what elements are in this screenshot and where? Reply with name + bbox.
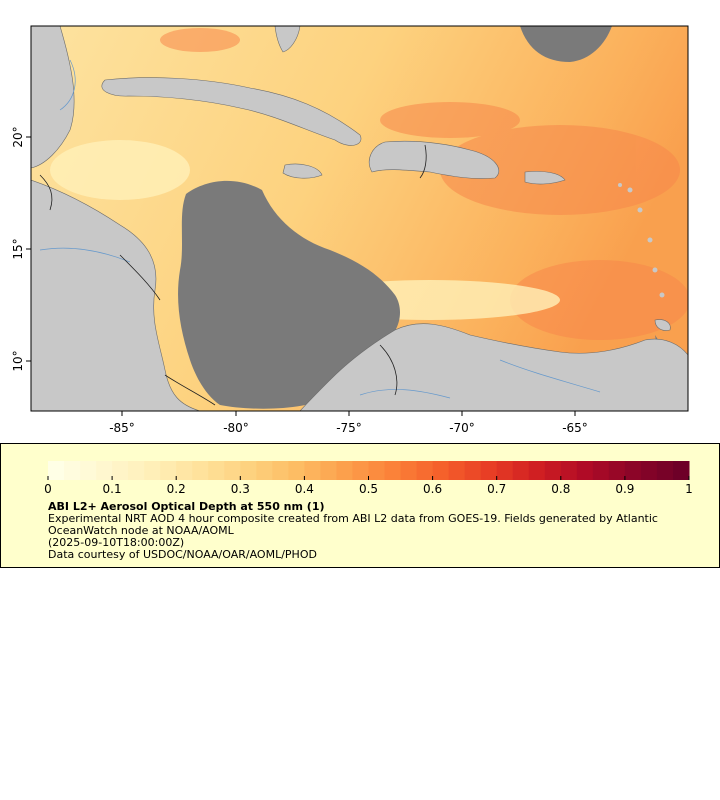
colorbar-tick-label: 0.5 [359, 482, 378, 496]
cuba [101, 77, 362, 146]
x-tick-label: -70° [449, 421, 475, 435]
colorbar-cell [432, 461, 450, 480]
colorbar-cell [240, 461, 257, 480]
bahamas [274, 26, 301, 53]
colorbar-cell [176, 461, 193, 480]
aod-hotspots [160, 28, 688, 340]
colorbar-cell [416, 461, 434, 480]
colorbar: 0 0.1 0.2 0.3 0.4 0.5 0.6 0.7 0.8 0.9 1 [44, 461, 693, 496]
jamaica [282, 163, 323, 179]
colorbar-cell [160, 461, 177, 480]
central-america [31, 179, 201, 411]
colorbar-tick-label: 1 [685, 482, 693, 496]
colorbar-cell [528, 461, 546, 480]
legend-credit: Data courtesy of USDOC/NOAA/OAR/AOML/PHO… [48, 548, 317, 561]
x-tick-label: -65° [562, 421, 588, 435]
colorbar-cell [256, 461, 273, 480]
colorbar-tick-label: 0.6 [423, 482, 442, 496]
y-tick-label: 20° [11, 126, 25, 147]
colorbar-cell [400, 461, 418, 480]
colorbar-cell [512, 461, 530, 480]
colorbar-cell [192, 461, 209, 480]
lesser-antilles [618, 183, 665, 298]
colorbar-cell [224, 461, 241, 480]
colorbar-cell [672, 461, 690, 480]
colorbar-cell [288, 461, 305, 480]
colorbar-cell [608, 461, 626, 480]
colorbar-cell [352, 461, 369, 480]
legend: 0 0.1 0.2 0.3 0.4 0.5 0.6 0.7 0.8 0.9 1 ABI L2+ Ae… [0, 443, 720, 568]
y-tick-label: 15° [11, 238, 25, 259]
colorbar-tick-label: 0.2 [167, 482, 186, 496]
legend-description: Experimental NRT AOD 4 hour composite cr… [48, 512, 658, 537]
y-tick-label: 10° [11, 350, 25, 371]
colorbar-tick-label: 0.4 [295, 482, 314, 496]
colorbar-cell [560, 461, 578, 480]
legend-text: ABI L2+ Aerosol Optical Depth at 550 nm … [48, 501, 698, 561]
colorbar-cell [208, 461, 225, 480]
hispaniola [368, 140, 500, 179]
colorbar-cell [464, 461, 482, 480]
colorbar-cell [576, 461, 594, 480]
colorbar-cell [304, 461, 321, 480]
colorbar-tick-label: 0.9 [615, 482, 634, 496]
colorbar-cell [48, 461, 65, 480]
colorbar-cell [80, 461, 97, 480]
colorbar-cell [320, 461, 337, 480]
colorbar-cells [48, 461, 690, 480]
x-tick-label: -75° [336, 421, 362, 435]
borders [39, 144, 427, 406]
y-axis [26, 136, 31, 362]
x-tick-label: -85° [109, 421, 135, 435]
colorbar-cell [112, 461, 129, 480]
x-tick-label: -80° [223, 421, 249, 435]
colorbar-tick-label: 0.7 [487, 482, 506, 496]
colorbar-cell [496, 461, 514, 480]
aod-map: -85° -80° -75° -70° -65° 20° 15° 10° [11, 25, 689, 435]
colorbar-cell [544, 461, 562, 480]
colorbar-cell [480, 461, 498, 480]
colorbar-cell [640, 461, 658, 480]
colorbar-cell [272, 461, 289, 480]
yucatan [31, 26, 75, 169]
colorbar-cell [96, 461, 113, 480]
colorbar-cell [656, 461, 674, 480]
puerto-rico [524, 171, 566, 185]
trinidad [654, 319, 671, 331]
x-axis [121, 411, 576, 416]
colorbar-cell [64, 461, 81, 480]
rivers [39, 59, 601, 399]
colorbar-cell [384, 461, 402, 480]
colorbar-cell [144, 461, 161, 480]
colorbar-cell [624, 461, 642, 480]
colorbar-tick-label: 0 [44, 482, 52, 496]
colorbar-cell [368, 461, 386, 480]
colorbar-tick-label: 0.3 [231, 482, 250, 496]
colorbar-cell [448, 461, 466, 480]
map-frame [30, 25, 689, 412]
colorbar-cell [336, 461, 353, 480]
colorbar-tick-label: 0.1 [103, 482, 122, 496]
colorbar-cell [128, 461, 145, 480]
legend-timestamp: (2025-09-10T18:00:00Z) [48, 536, 185, 549]
colorbar-cell [592, 461, 610, 480]
colorbar-tick-label: 0.8 [551, 482, 570, 496]
legend-title: ABI L2+ Aerosol Optical Depth at 550 nm … [48, 500, 325, 513]
colorbar-ticks: 0 0.1 0.2 0.3 0.4 0.5 0.6 0.7 0.8 0.9 1 [44, 476, 693, 496]
